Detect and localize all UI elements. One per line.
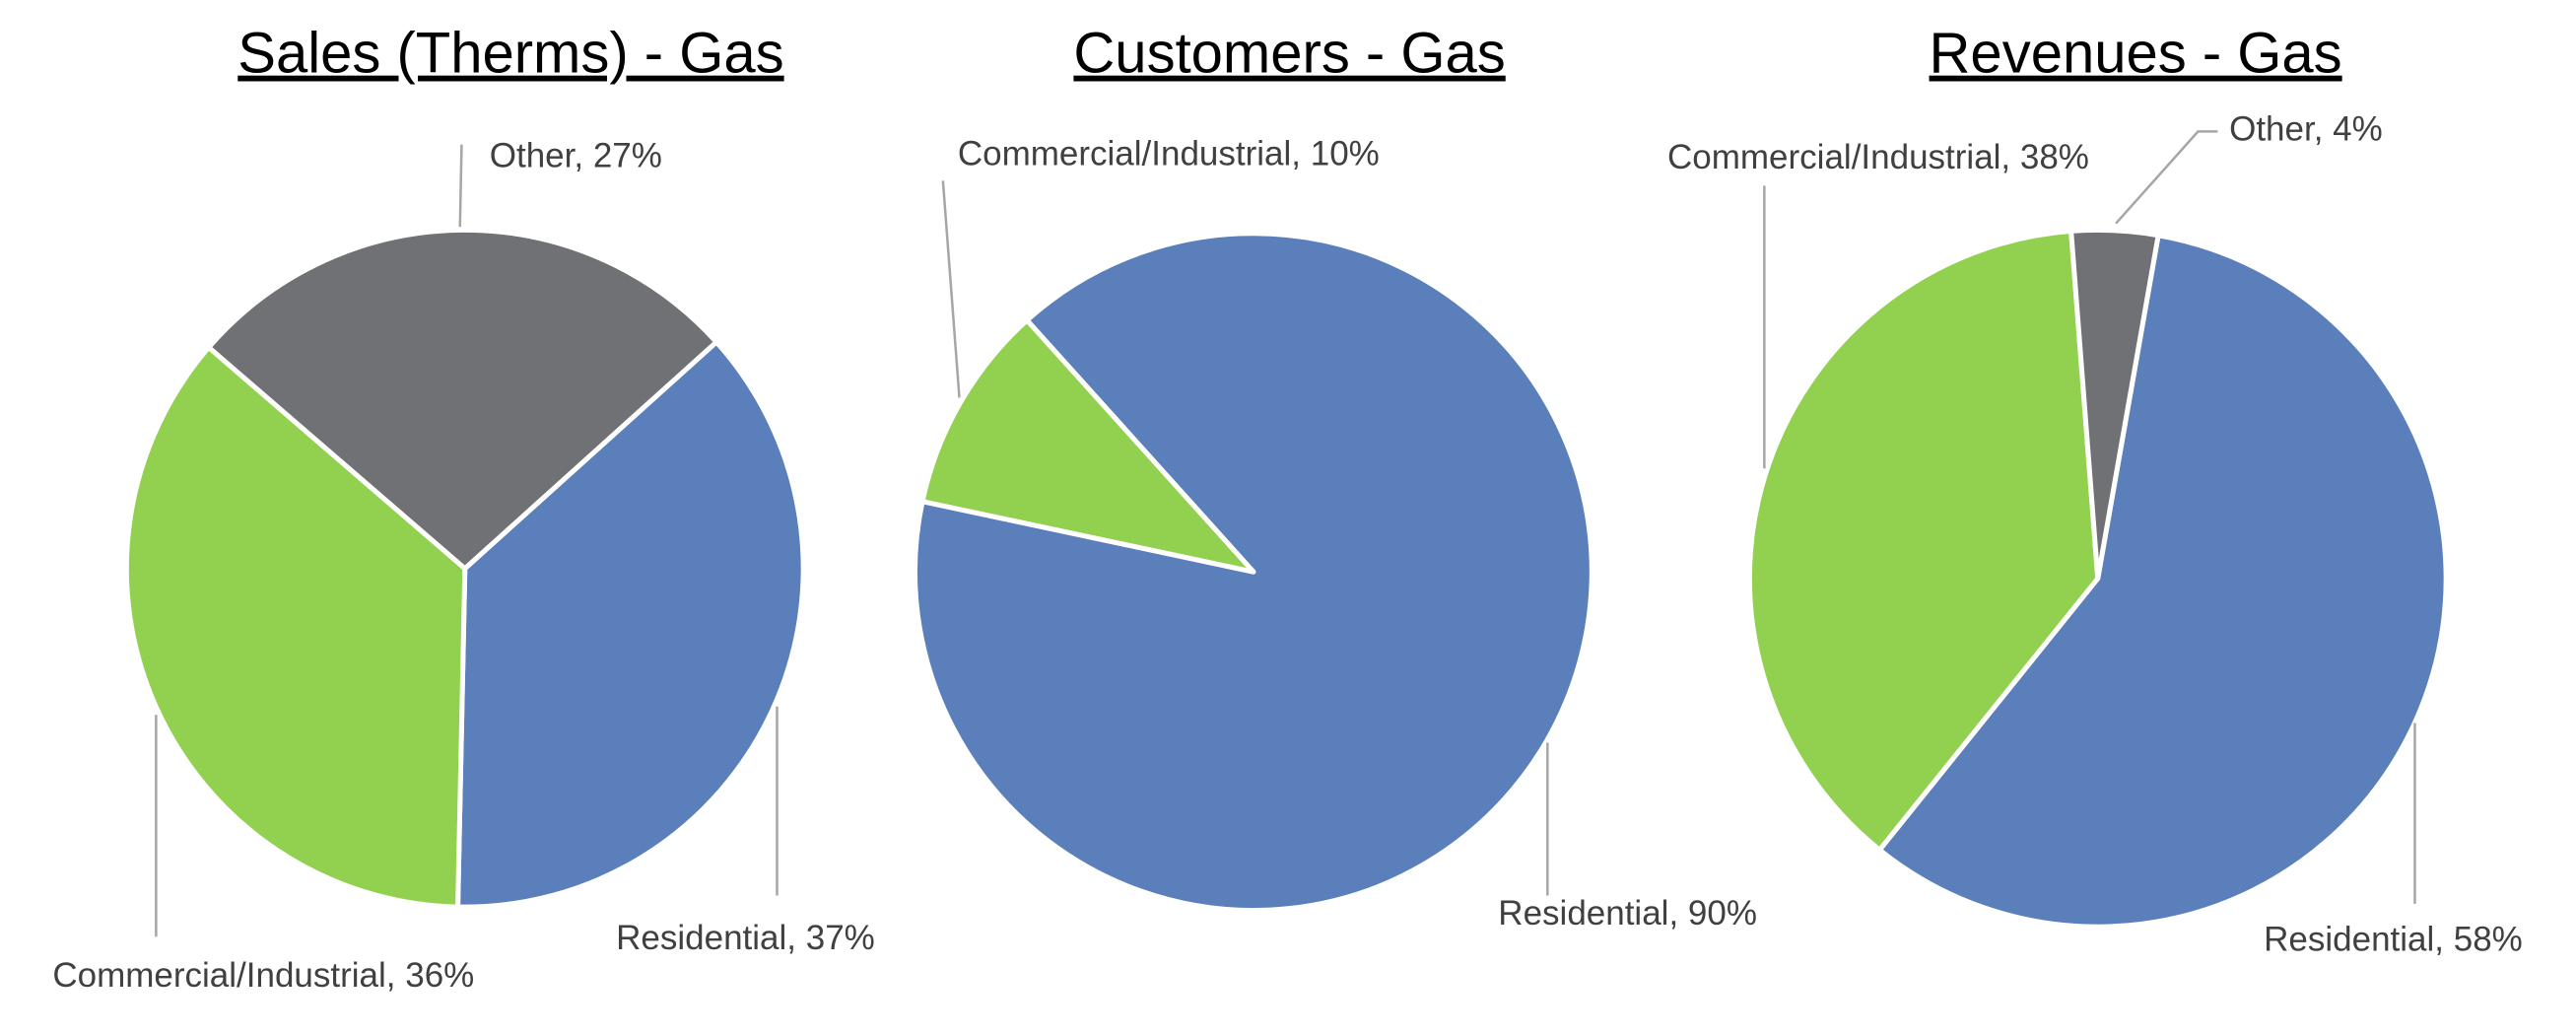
- pie-slice: [2068, 227, 2161, 582]
- pie-chart: Revenues - Gas Residential, 58% Commercial…: [1667, 22, 2523, 959]
- pie-slice: [123, 344, 468, 910]
- pie-slice: [455, 339, 806, 910]
- pie-slice: [919, 317, 1256, 575]
- data-label: Commercial/Industrial, 36%: [52, 956, 474, 995]
- data-label: Other, 4%: [2229, 110, 2383, 149]
- pie-chart: Sales (Therms) - Gas Residential, 37% Comm…: [52, 22, 874, 995]
- data-label: Residential, 90%: [1498, 894, 1757, 932]
- pie-slice: [1746, 228, 2101, 853]
- chart-title: Revenues - Gas: [1930, 22, 2342, 86]
- leader-line: [2115, 130, 2218, 225]
- data-label: Residential, 37%: [616, 919, 875, 957]
- data-label: Residential, 58%: [2264, 920, 2523, 958]
- leader-line: [941, 180, 961, 398]
- pie-slice: [1876, 233, 2449, 930]
- data-label: Commercial/Industrial, 38%: [1667, 138, 2089, 176]
- chart-title: Sales (Therms) - Gas: [237, 22, 783, 86]
- data-label: Commercial/Industrial, 10%: [958, 135, 1380, 173]
- data-label: Other, 27%: [490, 136, 662, 174]
- chart-title: Customers - Gas: [1073, 22, 1505, 86]
- pie-slice: [206, 227, 719, 572]
- leader-line: [458, 144, 463, 228]
- pie-chart: Customers - Gas Residential, 90% Commercia…: [913, 22, 1757, 932]
